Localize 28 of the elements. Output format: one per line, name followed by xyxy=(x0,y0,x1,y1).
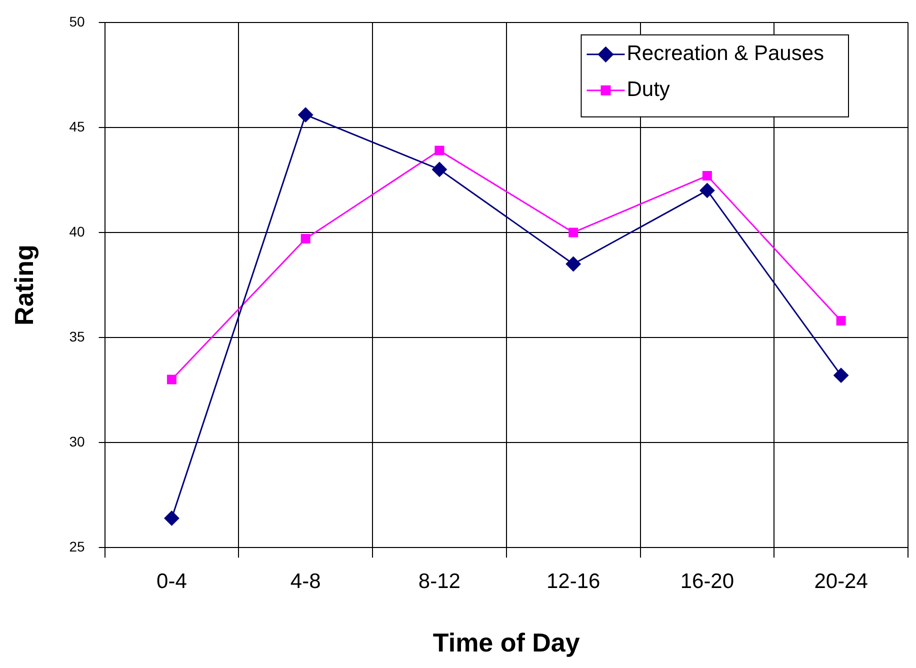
point xyxy=(834,368,849,383)
x-tick-label: 8-12 xyxy=(418,570,460,593)
y-tick-label: 30 xyxy=(69,433,85,450)
y-tick-label: 45 xyxy=(69,118,85,134)
point xyxy=(164,510,180,526)
point xyxy=(566,256,581,272)
legend-label: Duty xyxy=(626,78,670,102)
y-tick-label: 35 xyxy=(69,328,85,344)
x-tick-label: 16-20 xyxy=(680,570,734,593)
x-tick-label: 0-4 xyxy=(156,570,188,593)
point xyxy=(300,234,310,244)
point xyxy=(432,162,447,177)
point xyxy=(166,374,176,384)
point xyxy=(434,146,444,156)
point xyxy=(700,182,715,198)
x-axis-title: Time of Day xyxy=(432,628,580,658)
point xyxy=(298,107,314,122)
point xyxy=(702,171,712,180)
point xyxy=(568,228,578,238)
y-axis-title: Rating xyxy=(8,244,39,326)
y-tick-label: 25 xyxy=(69,538,85,554)
y-tick-label: 50 xyxy=(69,13,85,30)
y-tick-label: 40 xyxy=(69,223,85,240)
x-tick-label: 12-16 xyxy=(546,570,600,593)
x-tick-label: 4-8 xyxy=(290,570,321,593)
legend-label: Recreation & Pauses xyxy=(626,42,824,66)
point xyxy=(836,316,846,326)
x-tick-label: 20-24 xyxy=(814,570,868,593)
